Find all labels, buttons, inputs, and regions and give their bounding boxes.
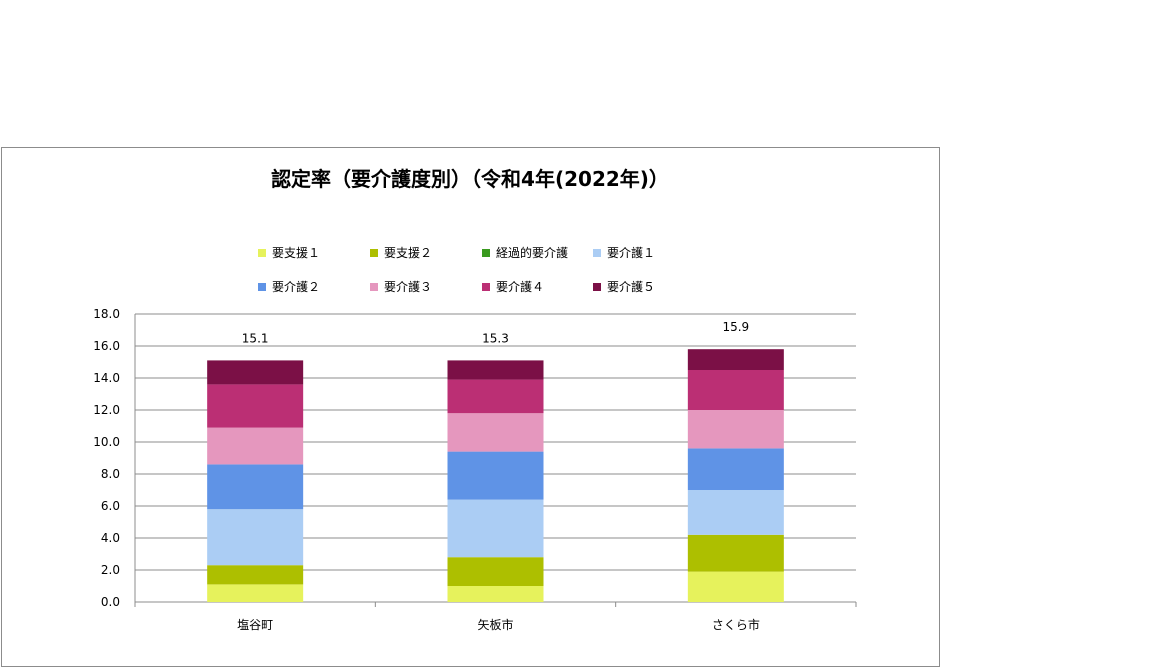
legend-swatch [258,248,266,257]
bar-segment [447,557,544,586]
bar-segment [687,490,784,535]
x-tick-label: さくら市 [712,617,760,632]
y-tick-label: 2.0 [101,563,120,577]
bar-segment [447,586,544,602]
bar-segment [687,349,784,370]
legend-swatch [593,248,601,257]
x-tick-label: 塩谷町 [237,617,273,632]
legend-label: 要介護５ [607,280,656,294]
bar-segment [447,360,544,380]
y-tick-label: 14.0 [93,371,120,385]
y-tick-label: 10.0 [93,435,120,449]
legend-swatch [482,282,490,291]
bar-segment [687,571,784,602]
legend-swatch [370,248,378,257]
legend-label: 要介護３ [384,280,433,294]
bar-segment [207,509,304,566]
bar-segment [447,499,544,558]
y-tick-label: 6.0 [101,499,120,513]
bar-segment [687,410,784,449]
bar-segment [207,464,304,510]
x-tick-label: 矢板市 [477,617,513,632]
legend-label: 要支援２ [384,246,433,260]
plot-area: 0.0 2.0 4.0 6.0 8.0 10.0 12.0 14.0 16.0 18.0 15.1 塩… [93,307,857,632]
legend-item: 要介護１ [593,244,655,261]
bar-segment [207,360,304,385]
legend-swatch [370,282,378,291]
total-label: 15.3 [482,331,509,345]
legend-swatch [593,282,601,291]
bar-segment [447,413,544,452]
legend-label: 要支援１ [272,246,321,260]
legend-item: 要介護３ [370,278,432,295]
legend-swatch [258,282,266,291]
y-tick-label: 16.0 [93,339,120,353]
bar-segment [687,370,784,410]
legend-item: 要介護５ [593,278,655,295]
legend-item: 要介護２ [258,278,320,295]
y-tick-label: 8.0 [101,467,120,481]
legend-item: 要支援２ [370,244,432,261]
y-tick-label: 0.0 [101,595,120,609]
bar-segment [207,565,304,585]
bar-segment [447,379,544,414]
y-tick-label: 18.0 [93,307,120,321]
legend-item: 要介護４ [482,278,544,295]
bar-segment [447,451,544,500]
legend-swatch [482,248,490,257]
legend-label: 要介護４ [496,280,545,294]
bar-segment [687,448,784,490]
bar-segment [207,384,304,428]
legend-label: 要介護２ [272,280,321,294]
bar-segment [207,427,304,465]
chart-title: 認定率（要介護度別）（令和4年(2022年)） [271,167,669,191]
legend-label: 経過的要介護 [496,246,569,260]
legend-item: 要支援１ [258,244,320,261]
legend-item: 経過的要介護 [482,244,568,261]
y-tick-label: 4.0 [101,531,120,545]
bar-segment [207,584,304,602]
bar-segment [687,534,784,572]
total-label: 15.1 [242,331,269,345]
total-label: 15.9 [722,320,749,334]
legend-label: 要介護１ [607,246,656,260]
y-tick-label: 12.0 [93,403,120,417]
